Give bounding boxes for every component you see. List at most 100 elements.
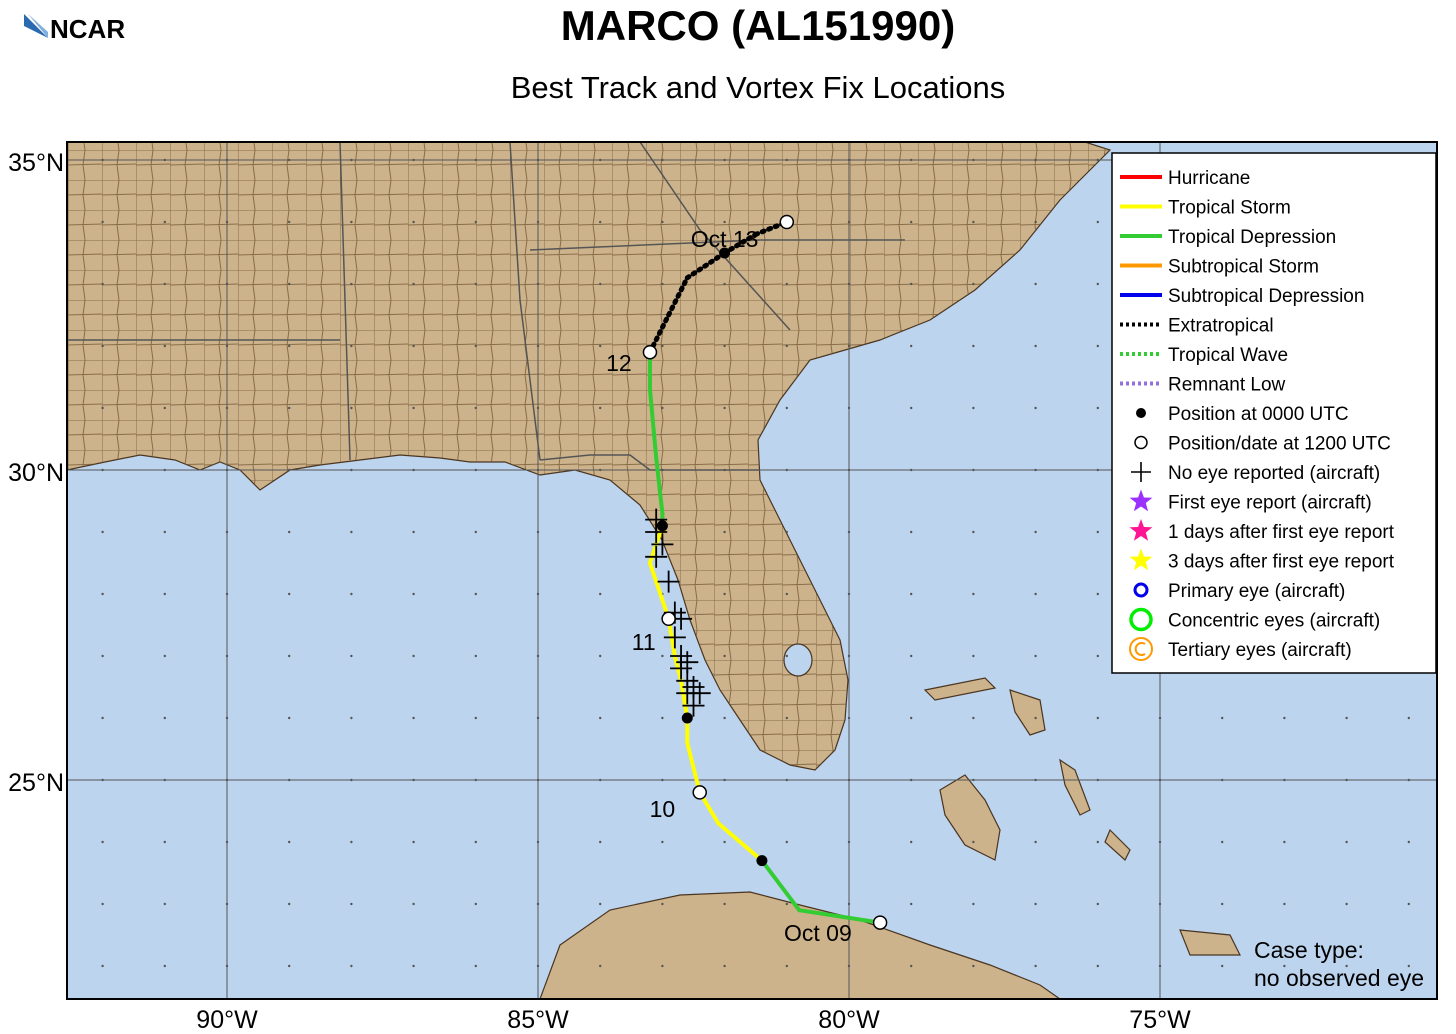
grid-point <box>785 964 788 968</box>
grid-point <box>288 220 291 224</box>
grid-point <box>910 840 913 844</box>
grid-point <box>350 344 353 348</box>
grid-point <box>536 344 540 348</box>
grid-point <box>599 282 602 286</box>
no-eye-fix <box>645 521 668 543</box>
legend-item: Subtropical Storm <box>1120 257 1319 278</box>
date-labels: Oct 09 10 11 12 Oct 13 <box>606 226 852 946</box>
grid-point <box>288 840 291 844</box>
lake-okeechobee <box>783 643 813 677</box>
grid-point <box>972 654 975 658</box>
grid-point <box>847 964 851 968</box>
grid-point <box>163 468 166 472</box>
grid-point <box>661 468 664 472</box>
legend-box <box>1111 152 1437 674</box>
grid-point <box>1034 282 1037 286</box>
grid-point <box>474 840 477 844</box>
grid-point <box>225 902 229 906</box>
grid-point <box>101 530 104 534</box>
legend-label: Concentric eyes (aircraft) <box>1168 611 1380 632</box>
track-markers <box>642 214 888 930</box>
grid-point <box>1158 716 1162 720</box>
grid-point <box>1158 964 1162 968</box>
legend-label: Tropical Wave <box>1168 345 1288 366</box>
grid-point <box>101 344 104 348</box>
grid-point <box>412 530 415 534</box>
grid-point <box>785 592 788 596</box>
grid-point <box>474 716 477 720</box>
grid-point <box>785 654 788 658</box>
grid-point <box>412 406 415 410</box>
grid-point <box>723 282 726 286</box>
grid-point <box>910 530 913 534</box>
grid-point <box>599 158 602 162</box>
legend-item: 3 days after first eye report <box>1129 548 1395 573</box>
grid-point <box>723 964 726 968</box>
grid-point <box>972 344 975 348</box>
bahamas-eleuthera <box>1059 758 1091 816</box>
grid-point <box>536 902 540 906</box>
grid-point <box>350 902 353 906</box>
grid-point <box>350 220 353 224</box>
grid-point <box>350 468 353 472</box>
grid-point <box>163 964 166 968</box>
grid-point <box>847 220 851 224</box>
position-1200-utc <box>692 785 707 800</box>
grid-point <box>350 778 353 782</box>
bahamas-southern <box>1179 929 1241 956</box>
legend-item: No eye reported (aircraft) <box>1131 462 1380 484</box>
grid-point <box>350 654 353 658</box>
track-segment <box>647 387 659 460</box>
no-eye-fix <box>657 570 680 593</box>
grid-point <box>910 654 913 658</box>
grid-point <box>785 778 788 782</box>
no-eye-fix <box>676 651 699 674</box>
grid-point <box>723 406 726 410</box>
grid-point <box>536 406 540 410</box>
grid-point <box>847 840 851 844</box>
date-label: 12 <box>606 350 632 376</box>
grid-point <box>474 902 477 906</box>
grid-point <box>1221 840 1224 844</box>
grid-point <box>474 220 477 224</box>
legend-label: Primary eye (aircraft) <box>1168 581 1345 602</box>
grid-point <box>412 654 415 658</box>
legend-label: 1 days after first eye report <box>1168 522 1395 543</box>
legend-swatch <box>1134 435 1148 450</box>
grid-point <box>599 964 602 968</box>
legend-item: Tropical Wave <box>1120 345 1288 366</box>
legend-label: Position/date at 1200 UTC <box>1168 434 1391 455</box>
grid-point <box>1034 716 1037 720</box>
grid-point <box>785 716 788 720</box>
lat-axis-labels: 35°N 30°N 25°N <box>8 149 64 797</box>
legend-swatch <box>1134 642 1146 656</box>
legend-swatch <box>1129 548 1153 571</box>
grid-point <box>1407 716 1411 720</box>
grid-point <box>1096 468 1100 472</box>
grid-point <box>225 530 229 534</box>
grid-point <box>474 964 477 968</box>
grid-point <box>972 468 975 472</box>
grid-point <box>1221 964 1224 968</box>
track-segment <box>684 250 728 281</box>
grid-point <box>412 220 415 224</box>
grid-point <box>1345 840 1348 844</box>
no-eye-fix <box>645 545 668 568</box>
grid-point <box>288 282 291 286</box>
grid-point <box>1034 468 1037 472</box>
grid-point <box>101 282 104 286</box>
grid-point <box>723 468 726 472</box>
grid-point <box>350 282 353 286</box>
grid-point <box>1283 716 1286 720</box>
grid-point <box>723 530 726 534</box>
legend-label: Tropical Depression <box>1168 227 1336 248</box>
legend-label: No eye reported (aircraft) <box>1168 463 1380 484</box>
grid-point <box>785 840 788 844</box>
grid-point <box>910 220 913 224</box>
grid-point <box>661 158 664 162</box>
grid-point <box>785 406 788 410</box>
track-segment <box>685 740 702 795</box>
lon-label-80: 80°W <box>818 1006 880 1034</box>
grid-point <box>163 778 166 782</box>
